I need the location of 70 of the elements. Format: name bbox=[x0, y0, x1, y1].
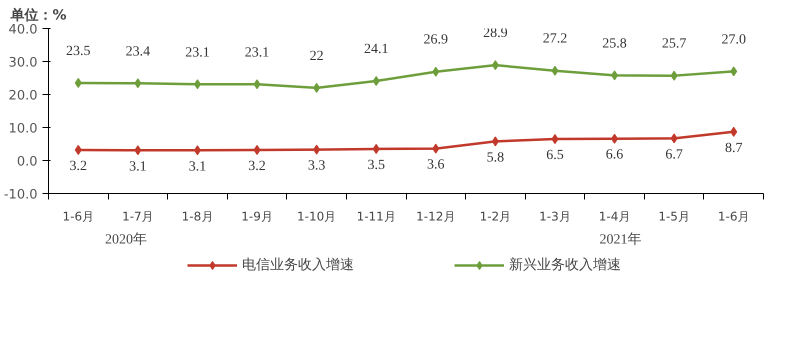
point bbox=[194, 79, 201, 90]
point bbox=[372, 144, 380, 154]
y-tick-label: 20.0 bbox=[8, 88, 38, 104]
x-tick-label: 1-6月 bbox=[62, 210, 94, 224]
point bbox=[730, 66, 738, 76]
data-label: 3.1 bbox=[129, 159, 147, 174]
x-tick-label: 1-6月 bbox=[718, 210, 750, 224]
y-axis-title: 单位：% bbox=[10, 8, 67, 24]
data-label: 8.7 bbox=[724, 140, 742, 156]
point bbox=[492, 60, 499, 70]
y-tick-label: 0.0 bbox=[16, 154, 38, 170]
data-label: 3.5 bbox=[367, 158, 385, 173]
point bbox=[134, 78, 142, 88]
data-label: 3.1 bbox=[188, 159, 206, 174]
point bbox=[611, 134, 618, 144]
data-label: 5.8 bbox=[486, 150, 504, 166]
point bbox=[74, 78, 82, 88]
x-tick-label: 1-3月 bbox=[539, 210, 571, 224]
data-label: 3.6 bbox=[427, 158, 445, 173]
data-label: 23.4 bbox=[126, 44, 150, 60]
point bbox=[372, 76, 380, 86]
data-label: 27.0 bbox=[721, 32, 746, 48]
y-tick-label: 30.0 bbox=[8, 56, 38, 70]
data-label: 3.2 bbox=[70, 158, 88, 174]
x-tick-label: 1-4月 bbox=[598, 210, 630, 224]
data-label: 25.7 bbox=[662, 36, 686, 52]
data-label: 24.1 bbox=[364, 42, 388, 57]
y-tick-label: -10.0 bbox=[4, 188, 38, 202]
legend-label: 新兴业务收入增速 bbox=[509, 256, 621, 274]
point bbox=[670, 133, 678, 144]
point bbox=[670, 70, 678, 81]
point bbox=[254, 79, 261, 90]
point bbox=[313, 82, 320, 93]
point bbox=[74, 144, 82, 155]
legend-label: 电信业务收入增速 bbox=[242, 256, 354, 274]
point bbox=[432, 144, 440, 154]
x-tick-label: 1-11月 bbox=[356, 210, 396, 224]
point bbox=[194, 145, 201, 156]
text: 2021年 bbox=[600, 232, 642, 248]
data-label: 6.5 bbox=[546, 148, 564, 164]
point bbox=[134, 145, 142, 156]
x-tick-label: 1-7月 bbox=[122, 210, 154, 224]
point bbox=[551, 134, 558, 144]
data-label: 25.8 bbox=[602, 36, 627, 52]
text: 2020年 bbox=[104, 232, 147, 248]
point bbox=[551, 66, 558, 76]
point bbox=[730, 126, 738, 137]
y-tick-label: 40.0 bbox=[8, 22, 38, 38]
data-label: 22 bbox=[310, 48, 324, 64]
x-tick-label: 1-12月 bbox=[416, 210, 456, 224]
data-label: 3.2 bbox=[248, 158, 266, 174]
x-tick-label: 1-10月 bbox=[297, 210, 336, 224]
data-label: 27.2 bbox=[542, 32, 568, 47]
point bbox=[432, 66, 440, 77]
data-label: 23.1 bbox=[244, 45, 270, 60]
data-label: 23.5 bbox=[66, 44, 91, 59]
x-tick-label: 1-5月 bbox=[658, 210, 690, 224]
data-label: 23.1 bbox=[185, 45, 210, 60]
data-label: 6.7 bbox=[665, 147, 683, 162]
point bbox=[611, 70, 618, 80]
y-tick-label: 10.0 bbox=[8, 122, 38, 136]
point bbox=[492, 136, 499, 146]
data-label: 3.3 bbox=[308, 158, 326, 174]
x-tick-label: 1-9月 bbox=[241, 210, 273, 224]
data-label: 6.6 bbox=[606, 148, 624, 163]
point bbox=[313, 144, 320, 155]
data-label: 26.9 bbox=[424, 32, 448, 48]
x-tick-label: 1-2月 bbox=[480, 210, 512, 224]
x-tick-label: 1-8月 bbox=[182, 210, 214, 224]
point bbox=[254, 144, 261, 155]
